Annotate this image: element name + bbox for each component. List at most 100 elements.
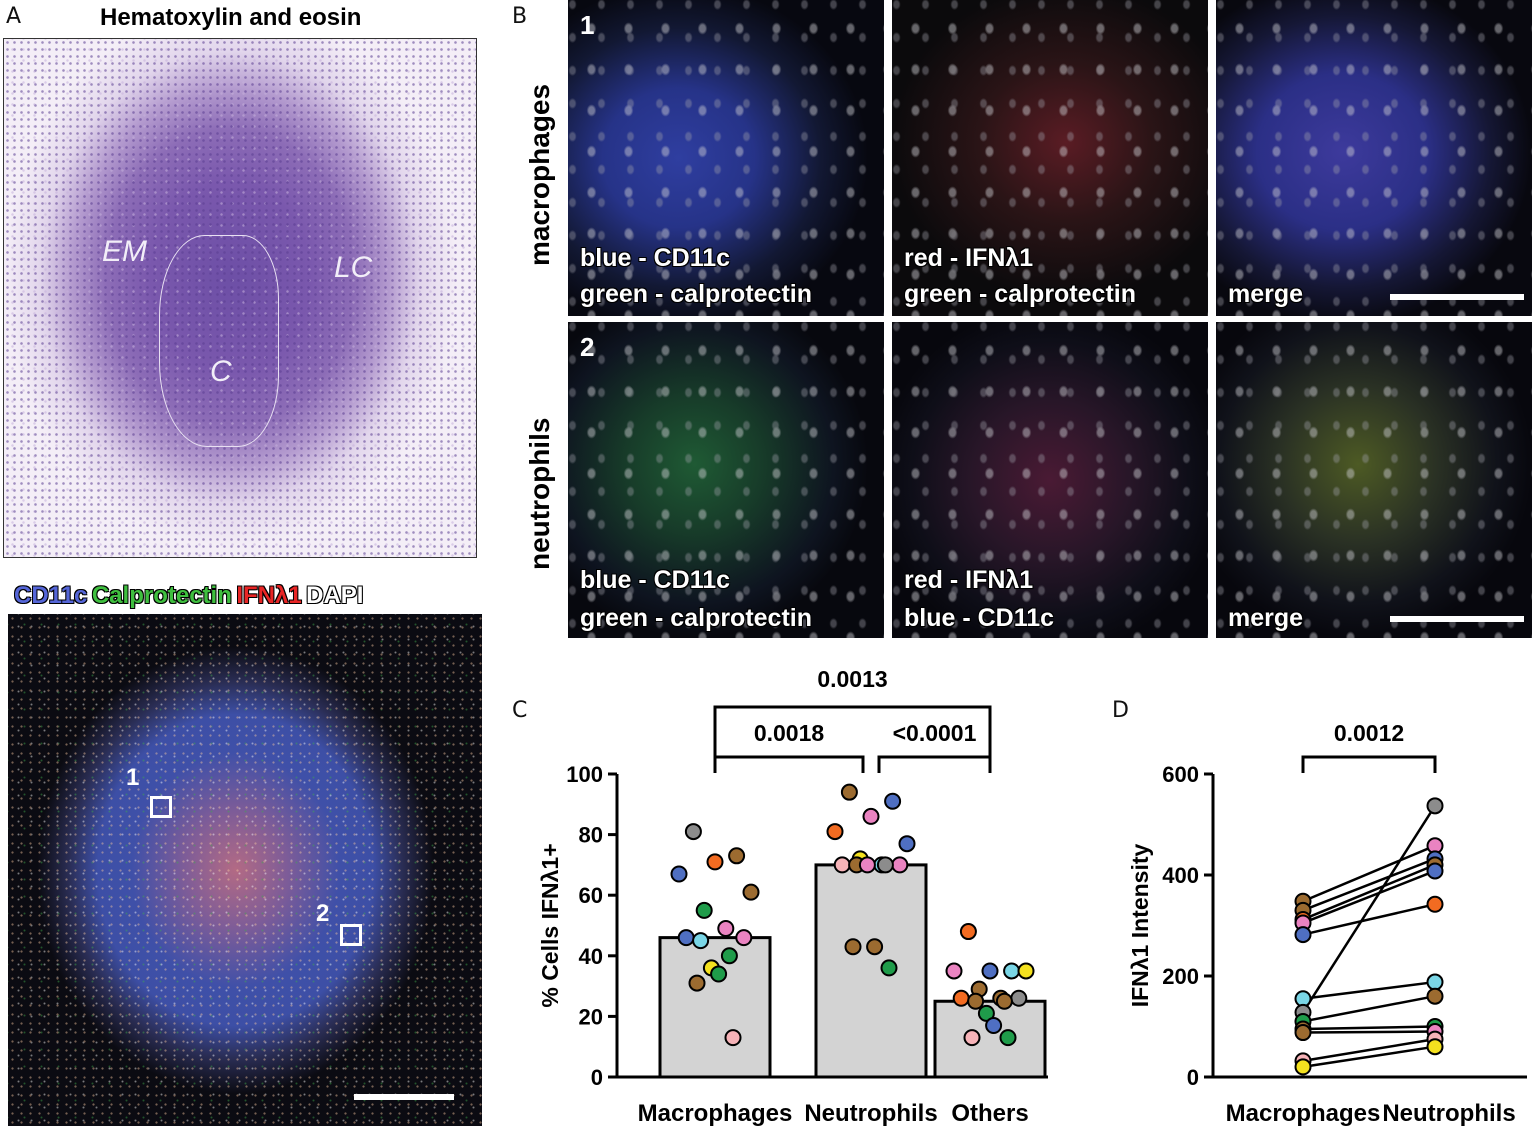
paired-line xyxy=(1302,1030,1436,1034)
necrotic-core-outline xyxy=(159,235,279,447)
data-point xyxy=(710,965,728,983)
tile-nuclei xyxy=(1216,0,1532,316)
he-region-em: EM xyxy=(102,235,147,268)
tile-number: 1 xyxy=(580,10,595,40)
roi-label-1: 1 xyxy=(126,764,140,791)
paired-line xyxy=(1302,857,1436,912)
data-point xyxy=(840,783,858,801)
significance-bracket xyxy=(713,755,865,773)
legend-dapi: DAPI xyxy=(306,582,364,609)
data-point-neutrophils xyxy=(1426,973,1444,991)
significance-bracket xyxy=(1301,755,1437,773)
panel-letter-d: D xyxy=(1112,698,1129,723)
roi-label-2: 2 xyxy=(316,900,330,927)
data-point xyxy=(884,792,902,810)
tile-caption-line-1: blue - CD11c xyxy=(580,244,731,272)
significance-bracket xyxy=(877,755,992,773)
roi-box-1 xyxy=(150,796,172,818)
data-point xyxy=(866,938,884,956)
data-point-macrophages xyxy=(1294,1058,1312,1076)
paired-line xyxy=(1301,805,1437,1014)
panel-letter-b: B xyxy=(512,4,528,29)
paired-line xyxy=(1302,863,1436,921)
paired-line xyxy=(1302,844,1436,903)
chart-ifnl1-intensity: 0 200 400 600 IFNλ1 Intensity Macrophages Neut… xyxy=(1127,720,1527,1127)
tile-nuclei xyxy=(1216,322,1532,638)
row-label-neutrophils: neutrophils xyxy=(524,417,555,570)
y-tick-label: 0 xyxy=(591,1065,603,1090)
data-point xyxy=(858,856,876,874)
data-point xyxy=(959,923,977,941)
tile-nuclei xyxy=(892,0,1208,316)
data-point xyxy=(1003,962,1021,980)
data-point xyxy=(862,807,880,825)
data-point xyxy=(898,835,916,853)
paired-line xyxy=(1302,980,1436,1000)
if-legend: CD11c Calprotectin IFNλ1 DAPI xyxy=(14,582,363,610)
x-tick-label: Macrophages xyxy=(638,1100,793,1127)
tile-caption-line-2: blue - CD11c xyxy=(904,604,1055,632)
data-point-neutrophils xyxy=(1426,862,1444,880)
tile-caption-line-2: green - calprotectin xyxy=(580,280,812,308)
data-point-macrophages xyxy=(1294,1024,1312,1042)
he-region-lc: LC xyxy=(334,251,373,284)
chart-percent-cells-ifnl1: 0 20 40 60 80 100 % Cells IFNλ1+ Macrophages Neu… xyxy=(537,666,1048,1127)
tile-caption-line-2: green - calprotectin xyxy=(580,604,812,632)
paired-line xyxy=(1302,1025,1436,1031)
data-point xyxy=(717,920,735,938)
if-tissue-texture xyxy=(8,614,482,1126)
tile-macrophages-merge: merge xyxy=(1216,0,1532,316)
tile-neutrophils-cd11c-calprotectin: 2 blue - CD11c green - calprotectin xyxy=(568,322,884,638)
data-point xyxy=(724,1029,742,1047)
tile-neutrophils-ifnl1-cd11c: red - IFNλ1 blue - CD11c xyxy=(892,322,1208,638)
paired-line xyxy=(1302,1037,1436,1063)
y-tick-label: 200 xyxy=(1162,964,1199,989)
he-region-c: C xyxy=(210,355,232,388)
y-tick-label: 40 xyxy=(579,944,603,969)
data-point xyxy=(1017,962,1035,980)
tile-number: 2 xyxy=(580,332,595,362)
data-point-neutrophils xyxy=(1426,987,1444,1005)
data-point xyxy=(999,1029,1017,1047)
y-axis-label: % Cells IFNλ1+ xyxy=(537,843,563,1007)
data-point xyxy=(985,1016,1003,1034)
data-point xyxy=(876,856,894,874)
data-point xyxy=(826,823,844,841)
data-point-neutrophils xyxy=(1426,797,1444,815)
y-tick-label: 600 xyxy=(1162,762,1199,787)
y-tick-label: 400 xyxy=(1162,863,1199,888)
significance-bracket xyxy=(713,705,992,771)
tile-neutrophils-merge: merge xyxy=(1216,322,1532,638)
x-tick-label: Neutrophils xyxy=(804,1100,937,1127)
legend-ifnl1: IFNλ1 xyxy=(236,582,302,609)
panel-letter-c: C xyxy=(512,698,528,723)
y-tick-label: 80 xyxy=(579,823,603,848)
data-point xyxy=(728,847,746,865)
data-point xyxy=(1010,989,1028,1007)
data-point xyxy=(720,947,738,965)
tile-caption-line-1: red - IFNλ1 xyxy=(904,566,1034,594)
data-point xyxy=(963,1029,981,1047)
data-point xyxy=(692,932,710,950)
legend-calprotectin: Calprotectin xyxy=(91,582,232,609)
p-value-label: <0.0001 xyxy=(893,720,977,746)
paired-line xyxy=(1302,903,1436,936)
row-label-macrophages: macrophages xyxy=(524,83,555,266)
bar-neutrophils xyxy=(814,863,928,1079)
data-point xyxy=(880,959,898,977)
data-point xyxy=(670,865,688,883)
y-tick-label: 0 xyxy=(1187,1065,1199,1090)
data-point xyxy=(742,883,760,901)
p-value-label: 0.0013 xyxy=(817,666,887,692)
tile-caption-line-1: blue - CD11c xyxy=(580,566,731,594)
x-tick-label: Others xyxy=(951,1100,1028,1127)
tile-nuclei xyxy=(568,322,884,638)
tile-macrophages-cd11c-calprotectin: 1 blue - CD11c green - calprotectin xyxy=(568,0,884,316)
data-point-neutrophils xyxy=(1426,1038,1444,1056)
he-title: Hematoxylin and eosin xyxy=(100,4,362,31)
tile-caption-line-1: merge xyxy=(1228,280,1304,308)
y-tick-label: 60 xyxy=(579,883,603,908)
paired-line xyxy=(1302,869,1436,925)
data-point xyxy=(945,962,963,980)
roi-box-2 xyxy=(340,924,362,946)
